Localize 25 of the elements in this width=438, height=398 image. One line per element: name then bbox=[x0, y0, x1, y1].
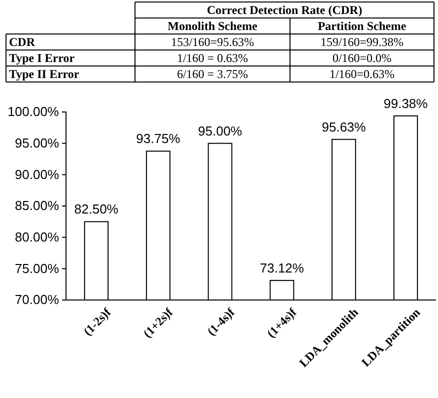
text: CDR bbox=[9, 35, 36, 49]
text: Partition Scheme bbox=[318, 19, 407, 33]
text: 159/160=99.38% bbox=[320, 35, 404, 49]
data-label: 95.63% bbox=[322, 119, 366, 134]
text: Correct Detection Rate (CDR) bbox=[206, 3, 362, 17]
data-label: 93.75% bbox=[136, 131, 181, 146]
data-label: 95.00% bbox=[198, 123, 243, 138]
data-label: 73.12% bbox=[260, 260, 304, 276]
data-label: 82.50% bbox=[74, 202, 119, 217]
data-label: 99.38% bbox=[384, 96, 428, 111]
text: 1/160=0.63% bbox=[329, 67, 395, 81]
text: 1/160 = 0.63% bbox=[176, 51, 248, 65]
y-tick-label: 75.00% bbox=[14, 260, 60, 276]
y-tick-label: 80.00% bbox=[14, 229, 60, 244]
text: 153/160=95.63% bbox=[170, 35, 254, 49]
text: Type I Error bbox=[9, 51, 76, 65]
y-tick-label: 100.00% bbox=[8, 104, 60, 120]
text: 0/160=0.0% bbox=[332, 51, 392, 65]
y-tick-label: 90.00% bbox=[14, 166, 60, 182]
y-tick-label: 85.00% bbox=[14, 198, 60, 214]
text: Type II Error bbox=[9, 67, 80, 81]
y-tick-label: 70.00% bbox=[14, 292, 60, 308]
text: 6/160 = 3.75% bbox=[176, 67, 248, 81]
y-tick-label: 95.00% bbox=[14, 135, 60, 150]
text: Monolith Scheme bbox=[168, 19, 258, 33]
